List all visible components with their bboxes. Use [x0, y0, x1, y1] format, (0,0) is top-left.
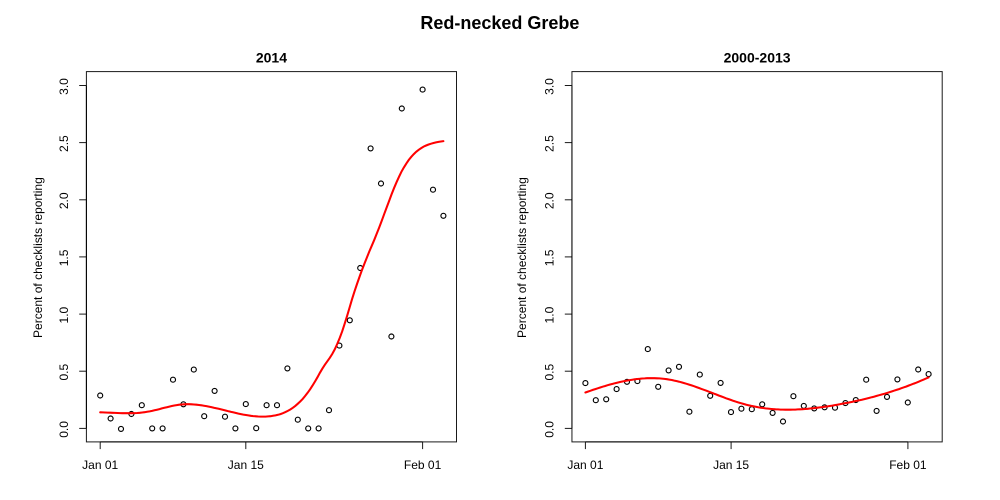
svg-text:0.0: 0.0	[57, 421, 71, 438]
svg-text:Feb 01: Feb 01	[404, 458, 442, 472]
svg-text:2.5: 2.5	[57, 135, 71, 152]
svg-text:0.5: 0.5	[543, 364, 557, 381]
svg-text:1.0: 1.0	[57, 306, 71, 323]
svg-text:2.0: 2.0	[543, 192, 557, 209]
svg-text:2000-2013: 2000-2013	[724, 50, 791, 66]
svg-text:0.0: 0.0	[543, 421, 557, 438]
svg-text:2.5: 2.5	[543, 135, 557, 152]
svg-text:Feb 01: Feb 01	[889, 458, 927, 472]
svg-text:Percent of checklists reportin: Percent of checklists reporting	[31, 177, 45, 338]
svg-text:1.0: 1.0	[543, 306, 557, 323]
svg-text:1.5: 1.5	[57, 249, 71, 266]
svg-text:Jan 15: Jan 15	[713, 458, 749, 472]
svg-text:1.5: 1.5	[543, 249, 557, 266]
svg-text:2.0: 2.0	[57, 192, 71, 209]
svg-text:3.0: 3.0	[543, 78, 557, 95]
svg-text:Jan 01: Jan 01	[567, 458, 603, 472]
svg-text:2014: 2014	[256, 50, 287, 66]
svg-text:0.5: 0.5	[57, 364, 71, 381]
svg-text:Jan 15: Jan 15	[228, 458, 264, 472]
svg-text:Red-necked Grebe: Red-necked Grebe	[420, 13, 579, 33]
svg-text:Percent of checklists reportin: Percent of checklists reporting	[515, 177, 529, 338]
svg-text:Jan 01: Jan 01	[82, 458, 118, 472]
svg-text:3.0: 3.0	[57, 78, 71, 95]
